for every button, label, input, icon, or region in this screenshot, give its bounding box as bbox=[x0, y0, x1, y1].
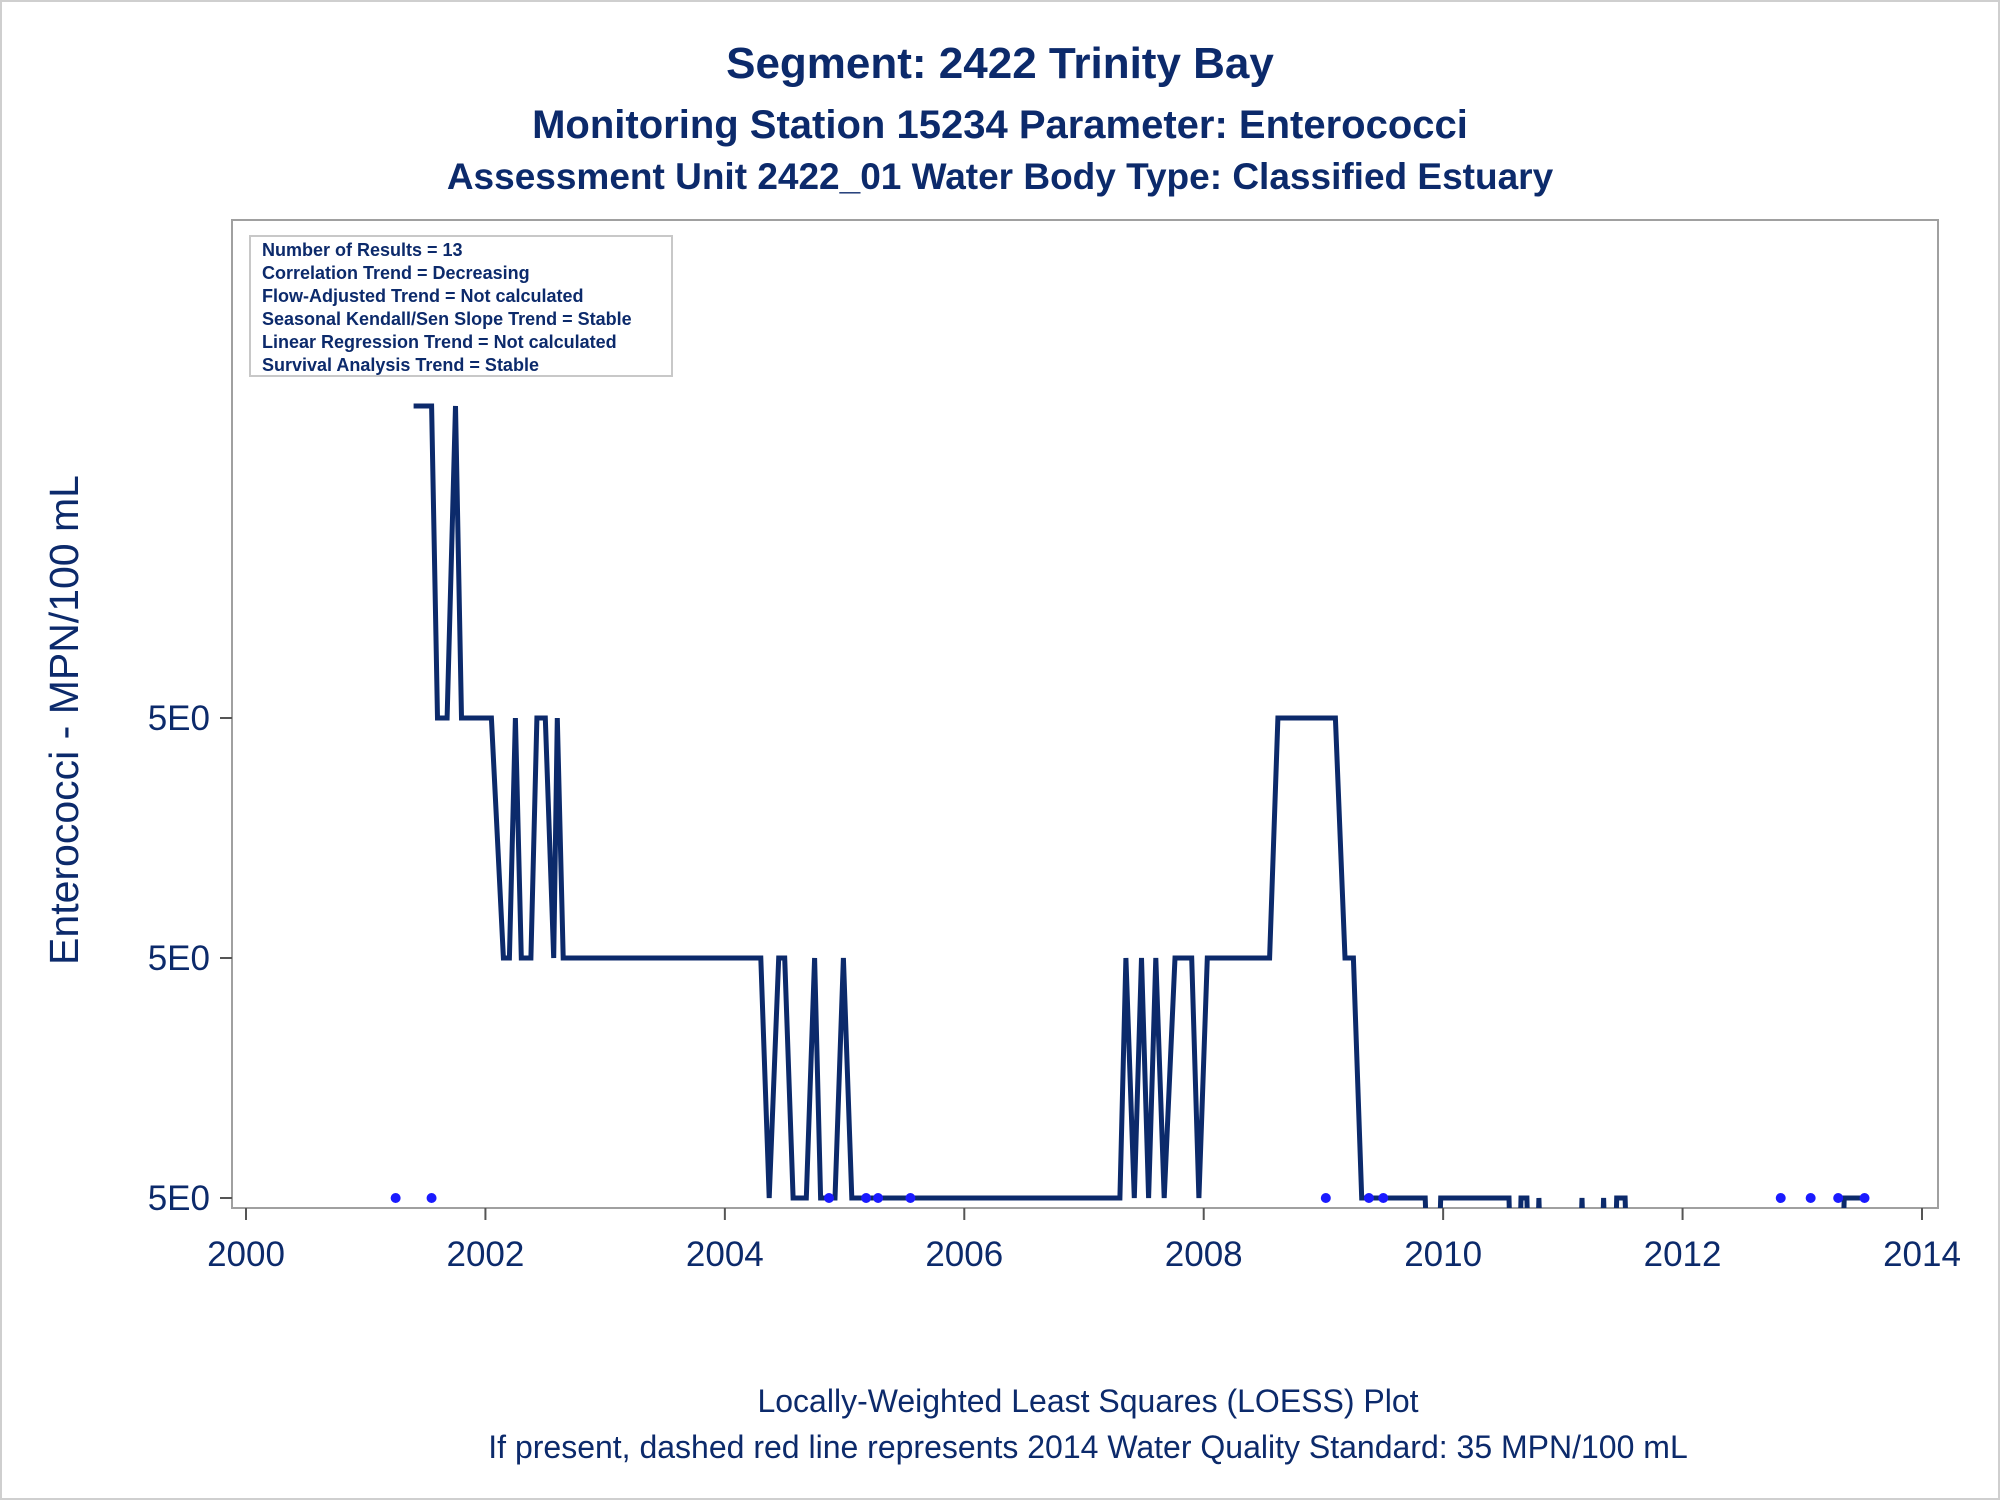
plot-frame bbox=[231, 219, 1939, 1209]
data-point bbox=[426, 1193, 437, 1203]
y-tick-label: 5E0 bbox=[148, 939, 210, 978]
stats-box-line: Linear Regression Trend = Not calculated bbox=[262, 332, 617, 352]
chart-title: Segment: 2422 Trinity Bay bbox=[726, 39, 1274, 88]
data-point bbox=[861, 1193, 872, 1203]
footnote-1: Locally-Weighted Least Squares (LOESS) P… bbox=[757, 1383, 1418, 1419]
x-tick-label: 2014 bbox=[1883, 1235, 1961, 1274]
x-tick-label: 2002 bbox=[446, 1235, 524, 1274]
chart-subtitle: Monitoring Station 15234 Parameter: Ente… bbox=[532, 103, 1468, 147]
data-point bbox=[1859, 1193, 1870, 1203]
data-point bbox=[1833, 1193, 1844, 1203]
data-point bbox=[873, 1193, 884, 1203]
data-point bbox=[1363, 1193, 1374, 1203]
x-tick-label: 2006 bbox=[925, 1235, 1003, 1274]
stats-box-line: Flow-Adjusted Trend = Not calculated bbox=[262, 286, 584, 306]
loess-line bbox=[413, 403, 1869, 1208]
data-point bbox=[1378, 1193, 1389, 1203]
chart-subtitle-2: Assessment Unit 2422_01 Water Body Type:… bbox=[447, 156, 1554, 197]
x-tick-label: 2004 bbox=[686, 1235, 764, 1274]
footnote-2: If present, dashed red line represents 2… bbox=[488, 1429, 1687, 1465]
x-tick-label: 2008 bbox=[1165, 1235, 1243, 1274]
y-tick-label: 5E0 bbox=[148, 699, 210, 738]
stats-box-line: Number of Results = 13 bbox=[262, 240, 463, 260]
data-point bbox=[1805, 1193, 1816, 1203]
y-tick-label: 5E0 bbox=[148, 1179, 210, 1218]
data-point bbox=[905, 1193, 916, 1203]
data-point bbox=[824, 1193, 835, 1203]
stats-box-frame bbox=[249, 235, 673, 377]
data-point bbox=[390, 1193, 401, 1203]
plot-area bbox=[390, 403, 1870, 1208]
x-axis: 2000 2002 2004 2006 2008 2010 2012 2014 bbox=[207, 1208, 1961, 1274]
data-point bbox=[1775, 1193, 1786, 1203]
x-tick-label: 2000 bbox=[207, 1235, 285, 1274]
y-axis-label: Enterococci - MPN/100 mL bbox=[41, 475, 87, 965]
stats-box-line: Correlation Trend = Decreasing bbox=[262, 263, 530, 283]
x-tick-label: 2010 bbox=[1404, 1235, 1482, 1274]
stats-box: Number of Results = 13 Correlation Trend… bbox=[249, 235, 673, 377]
x-tick-label: 2012 bbox=[1644, 1235, 1722, 1274]
y-axis: 5E0 5E0 5E0 bbox=[148, 699, 232, 1218]
stats-box-line: Seasonal Kendall/Sen Slope Trend = Stabl… bbox=[262, 309, 632, 329]
data-point bbox=[1320, 1193, 1331, 1203]
stats-box-line: Survival Analysis Trend = Stable bbox=[262, 355, 539, 375]
